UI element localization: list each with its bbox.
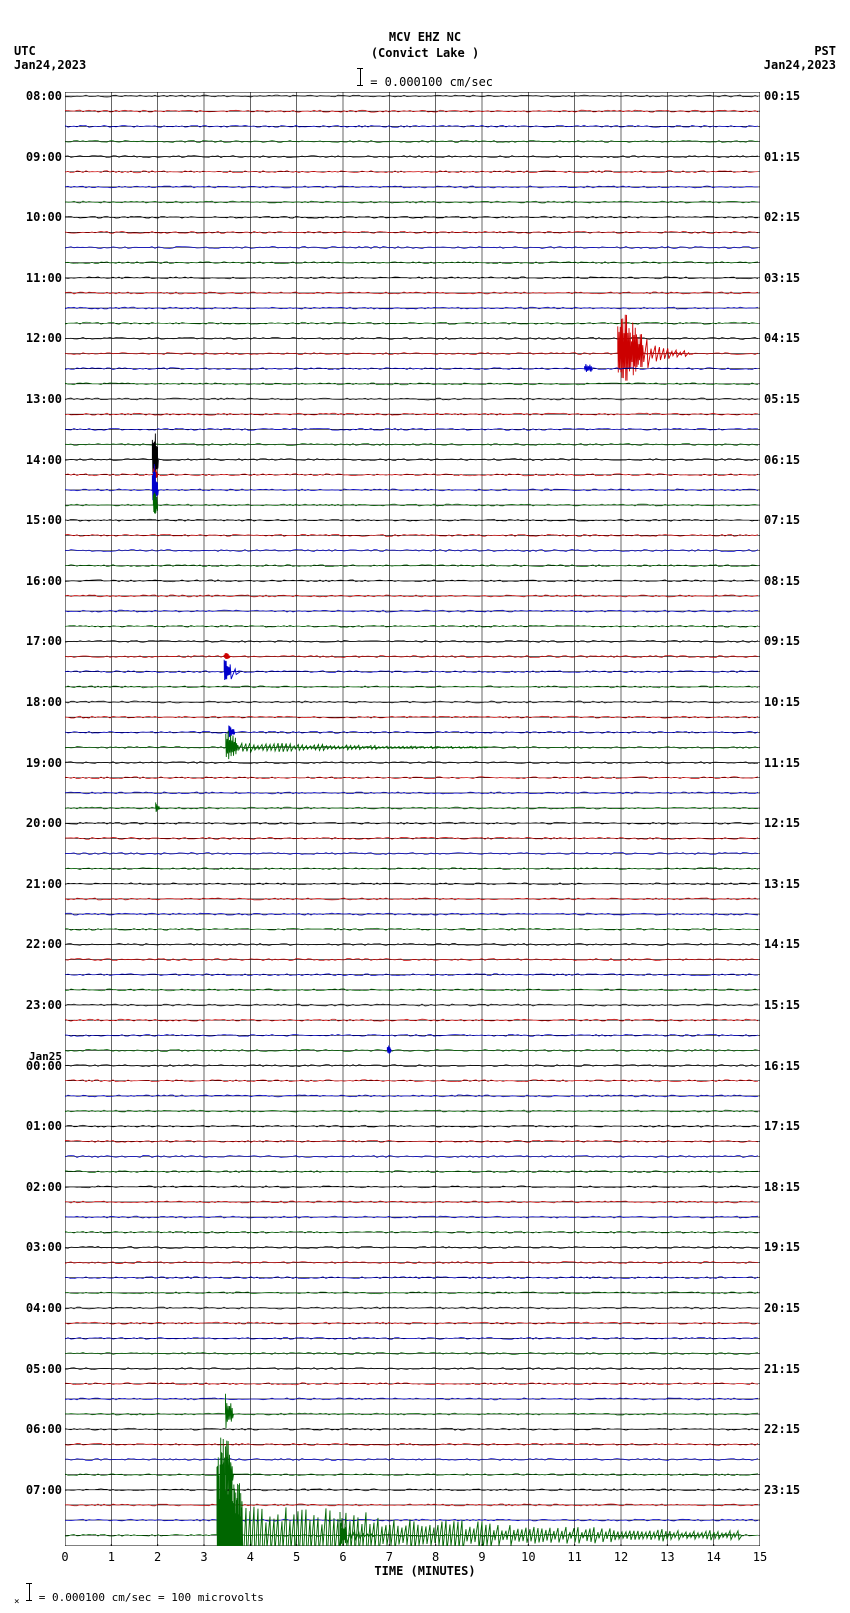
left-time-label: 10:00 (26, 210, 62, 224)
x-tick-label: 4 (247, 1550, 254, 1564)
x-tick-label: 2 (154, 1550, 161, 1564)
right-time-label: 15:15 (764, 998, 800, 1012)
x-tick-label: 15 (753, 1550, 767, 1564)
right-time-label: 10:15 (764, 695, 800, 709)
date-left-label: Jan24,2023 (14, 58, 86, 72)
right-time-label: 04:15 (764, 331, 800, 345)
scale-mark-icon (357, 68, 363, 86)
right-time-label: 17:15 (764, 1119, 800, 1133)
left-time-label: 23:00 (26, 998, 62, 1012)
scale-header-text: = 0.000100 cm/sec (370, 75, 493, 89)
left-time-label: 03:00 (26, 1240, 62, 1254)
left-time-label: 06:00 (26, 1422, 62, 1436)
right-time-label: 08:15 (764, 574, 800, 588)
right-time-label: 00:15 (764, 89, 800, 103)
station-title: MCV EHZ NC (0, 30, 850, 44)
left-time-label: 14:00 (26, 453, 62, 467)
left-time-labels: 08:00 09:00 10:00 11:00 12:00 13:00 14:00 15:00… (14, 92, 62, 1546)
x-tick-label: 9 (478, 1550, 485, 1564)
footer-scale: × = 0.000100 cm/sec = 100 microvolts (14, 1583, 264, 1607)
left-time-label: 19:00 (26, 756, 62, 770)
scale-mark-icon (26, 1583, 32, 1601)
right-time-label: 06:15 (764, 453, 800, 467)
right-time-label: 14:15 (764, 937, 800, 951)
left-time-label: 16:00 (26, 574, 62, 588)
left-time-label: 12:00 (26, 331, 62, 345)
right-time-label: 02:15 (764, 210, 800, 224)
x-tick-label: 6 (339, 1550, 346, 1564)
x-tick-label: 1 (108, 1550, 115, 1564)
right-time-label: 19:15 (764, 1240, 800, 1254)
x-tick-label: 13 (660, 1550, 674, 1564)
left-time-label: 22:00 (26, 937, 62, 951)
right-time-label: 21:15 (764, 1362, 800, 1376)
right-time-label: 22:15 (764, 1422, 800, 1436)
x-tick-label: 14 (706, 1550, 720, 1564)
left-time-label: 00:00 (26, 1059, 62, 1073)
tz-left-label: UTC (14, 44, 36, 58)
seismogram-svg (65, 92, 760, 1546)
x-tick-label: 0 (61, 1550, 68, 1564)
right-time-label: 09:15 (764, 634, 800, 648)
right-time-labels: 00:15 01:15 02:15 03:15 04:15 05:15 06:15 07:15… (764, 92, 844, 1546)
right-time-label: 23:15 (764, 1483, 800, 1497)
left-time-label: 18:00 (26, 695, 62, 709)
right-time-label: 05:15 (764, 392, 800, 406)
x-tick-label: 8 (432, 1550, 439, 1564)
right-time-label: 12:15 (764, 816, 800, 830)
footer-sub: × (14, 1596, 20, 1607)
footer-scale-text: = 0.000100 cm/sec = 100 microvolts (39, 1591, 264, 1604)
left-time-label: 04:00 (26, 1301, 62, 1315)
left-time-label: 08:00 (26, 89, 62, 103)
left-time-label: 20:00 (26, 816, 62, 830)
x-tick-label: 11 (567, 1550, 581, 1564)
right-time-label: 18:15 (764, 1180, 800, 1194)
left-time-label: 15:00 (26, 513, 62, 527)
right-time-label: 03:15 (764, 271, 800, 285)
date-right-label: Jan24,2023 (764, 58, 836, 72)
station-location: (Convict Lake ) (0, 46, 850, 60)
left-time-label: 01:00 (26, 1119, 62, 1133)
right-time-label: 01:15 (764, 150, 800, 164)
left-time-label: 05:00 (26, 1362, 62, 1376)
left-time-label: 11:00 (26, 271, 62, 285)
tz-right-label: PST (814, 44, 836, 58)
x-tick-label: 12 (614, 1550, 628, 1564)
seismogram-plot (65, 92, 760, 1546)
right-time-label: 16:15 (764, 1059, 800, 1073)
x-tick-label: 5 (293, 1550, 300, 1564)
left-time-label: 13:00 (26, 392, 62, 406)
right-time-label: 13:15 (764, 877, 800, 891)
x-tick-label: 7 (386, 1550, 393, 1564)
left-time-label: 07:00 (26, 1483, 62, 1497)
left-time-label: 02:00 (26, 1180, 62, 1194)
x-tick-label: 10 (521, 1550, 535, 1564)
right-time-label: 11:15 (764, 756, 800, 770)
x-tick-label: 3 (200, 1550, 207, 1564)
left-time-label: 09:00 (26, 150, 62, 164)
left-time-label: 21:00 (26, 877, 62, 891)
right-time-label: 20:15 (764, 1301, 800, 1315)
left-time-label: 17:00 (26, 634, 62, 648)
right-time-label: 07:15 (764, 513, 800, 527)
x-axis-title: TIME (MINUTES) (0, 1564, 850, 1578)
scale-header: = 0.000100 cm/sec (0, 68, 850, 89)
